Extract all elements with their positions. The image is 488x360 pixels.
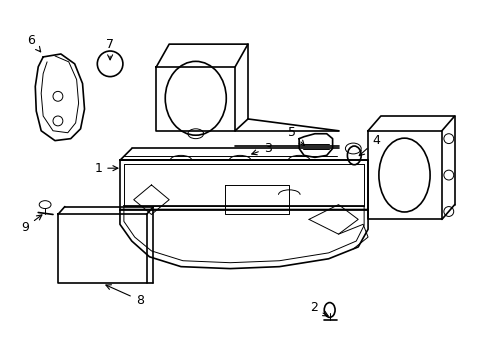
Text: 5: 5 <box>287 126 304 145</box>
Text: 3: 3 <box>251 142 271 155</box>
Text: 1: 1 <box>94 162 118 175</box>
Text: 4: 4 <box>359 134 379 156</box>
Text: 6: 6 <box>27 34 41 52</box>
Text: 7: 7 <box>106 38 114 60</box>
Text: 9: 9 <box>21 215 42 234</box>
Text: 8: 8 <box>106 285 143 307</box>
Text: 2: 2 <box>309 301 327 316</box>
